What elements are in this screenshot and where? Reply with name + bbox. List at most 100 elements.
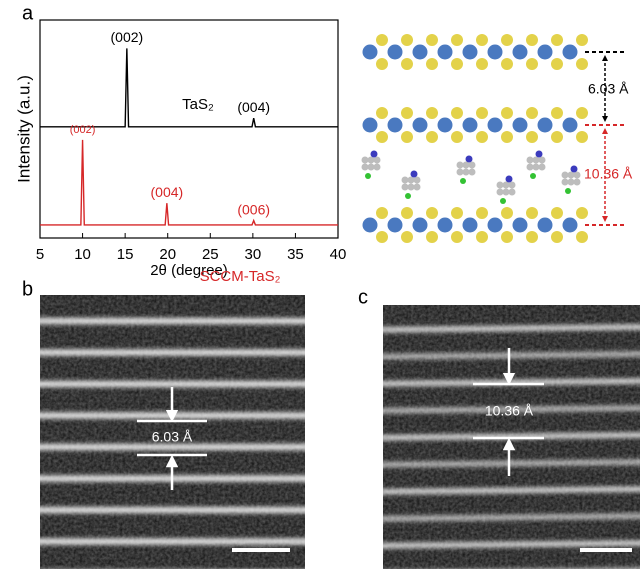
sulfur (401, 207, 413, 219)
sulfur (526, 34, 538, 46)
y-axis-label: Intensity (a.u.) (14, 75, 33, 183)
sulfur (551, 131, 563, 143)
sulfur (501, 231, 513, 243)
spacing-label: 6.03 Å (588, 81, 629, 97)
sulfur (451, 131, 463, 143)
sulfur (576, 207, 588, 219)
xrd-line (40, 48, 338, 128)
peak-label: (002) (70, 124, 96, 136)
molecule-atom (373, 156, 381, 164)
x-tick-label: 40 (330, 246, 347, 263)
tantalum (412, 44, 428, 60)
molecule-atom (405, 193, 411, 199)
x-tick-label: 15 (117, 246, 134, 263)
legend-entry: TaS₂ (182, 96, 214, 113)
sulfur (426, 207, 438, 219)
molecule-atom (496, 188, 504, 196)
sulfur (551, 34, 563, 46)
sulfur (401, 34, 413, 46)
x-tick-label: 10 (74, 246, 91, 263)
molecule-atom (456, 161, 464, 169)
x-axis-label: 2θ (degree) (150, 262, 228, 279)
molecule-atom (462, 161, 470, 169)
molecule-atom (502, 188, 510, 196)
spacing-label: 10.36 Å (584, 166, 633, 182)
tantalum (462, 44, 478, 60)
sulfur (376, 34, 388, 46)
tantalum (562, 117, 578, 133)
tantalum (362, 217, 378, 233)
molecule-atom (460, 178, 466, 184)
x-tick-label: 30 (245, 246, 262, 263)
tantalum (487, 44, 503, 60)
x-tick-label: 5 (36, 246, 44, 263)
sulfur (426, 34, 438, 46)
sulfur (501, 34, 513, 46)
peak-label: (006) (237, 201, 270, 217)
sulfur (376, 231, 388, 243)
molecule-atom (468, 168, 476, 176)
tantalum (512, 217, 528, 233)
x-tick-label: 20 (159, 246, 176, 263)
molecule-atom (370, 150, 378, 158)
tantalum (387, 117, 403, 133)
molecule-atom (570, 165, 578, 173)
sulfur (476, 58, 488, 70)
sulfur (376, 207, 388, 219)
sulfur (426, 131, 438, 143)
molecule-atom (502, 181, 510, 189)
sulfur (551, 107, 563, 119)
molecule-atom (530, 173, 536, 179)
sulfur (426, 107, 438, 119)
sulfur (451, 231, 463, 243)
tantalum (562, 44, 578, 60)
tantalum (387, 217, 403, 233)
tantalum (487, 217, 503, 233)
sulfur (576, 131, 588, 143)
tantalum (362, 117, 378, 133)
molecule-atom (538, 156, 546, 164)
tantalum (462, 117, 478, 133)
panel-label: c (358, 286, 368, 308)
molecule-atom (465, 155, 473, 163)
molecule-atom (462, 168, 470, 176)
molecule-atom (565, 188, 571, 194)
molecule-atom (573, 171, 581, 179)
sulfur (501, 207, 513, 219)
molecule-atom (410, 170, 418, 178)
tantalum (437, 217, 453, 233)
sulfur (401, 107, 413, 119)
sulfur (576, 107, 588, 119)
molecule-atom (367, 156, 375, 164)
molecule-atom (407, 183, 415, 191)
spacing-label: 6.03 Å (152, 429, 193, 445)
tantalum (412, 217, 428, 233)
molecule-atom (535, 150, 543, 158)
molecule-atom (468, 161, 476, 169)
sulfur (526, 131, 538, 143)
sulfur (526, 58, 538, 70)
molecule-atom (367, 163, 375, 171)
x-tick-label: 35 (287, 246, 304, 263)
spacing-label: 10.36 Å (485, 403, 534, 419)
sulfur (526, 107, 538, 119)
molecule-atom (526, 156, 534, 164)
molecule-atom (373, 163, 381, 171)
sulfur (551, 58, 563, 70)
sulfur (476, 34, 488, 46)
peak-label: (004) (151, 184, 184, 200)
molecule-atom (496, 181, 504, 189)
molecule-atom (561, 171, 569, 179)
molecule-atom (508, 181, 516, 189)
sulfur (551, 207, 563, 219)
tantalum (512, 117, 528, 133)
sulfur (576, 231, 588, 243)
tem-markers (137, 348, 632, 552)
molecule-atom (361, 156, 369, 164)
sulfur (451, 207, 463, 219)
molecule-atom (456, 168, 464, 176)
sulfur (426, 231, 438, 243)
tantalum (487, 117, 503, 133)
molecule-atom (500, 198, 506, 204)
tantalum (437, 117, 453, 133)
